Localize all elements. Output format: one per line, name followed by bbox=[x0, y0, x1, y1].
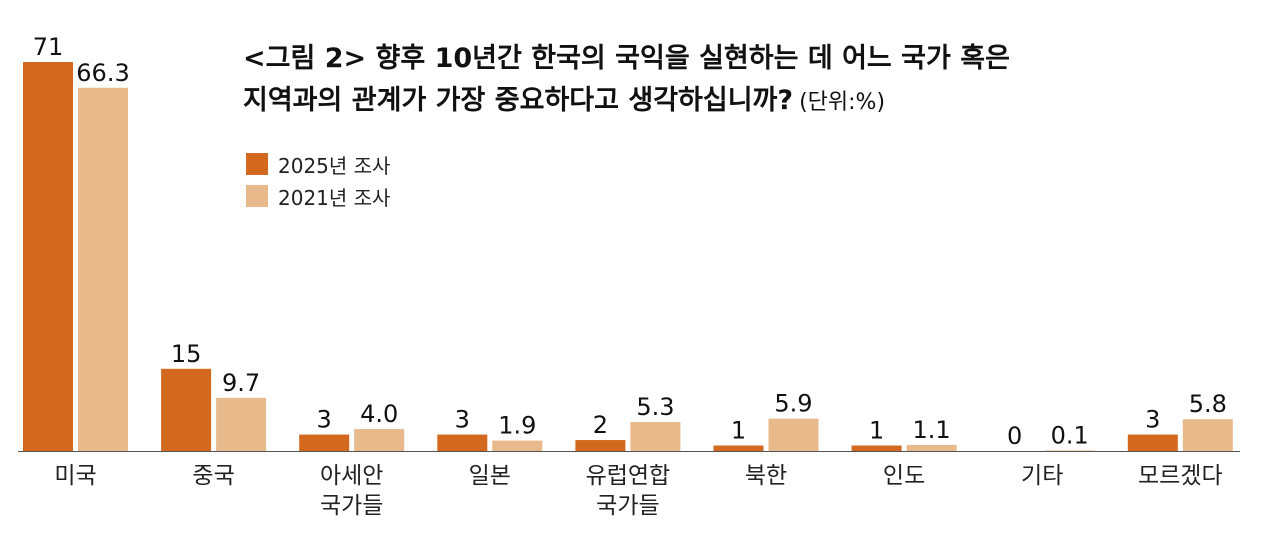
category-label-5: 북한 bbox=[745, 463, 787, 489]
legend-item-2021: 2021년 조사 bbox=[246, 180, 390, 212]
bar-2021-6 bbox=[906, 444, 957, 451]
bar-2025-6 bbox=[851, 445, 902, 451]
category-label-6: 인도 bbox=[883, 463, 925, 489]
data-label-2021-8: 5.8 bbox=[1189, 390, 1227, 418]
chart-title-line2: 지역과의 관계가 가장 중요하다고 생각하십니까? bbox=[243, 85, 794, 116]
data-label-2025-7: 0 bbox=[1007, 422, 1022, 450]
data-label-2021-2: 4.0 bbox=[360, 400, 398, 428]
bar-2025-8 bbox=[1127, 434, 1178, 451]
category-label-8: 모르겠다 bbox=[1138, 463, 1223, 489]
category-label-2: 아세안 bbox=[320, 463, 383, 489]
data-label-2025-2: 3 bbox=[317, 406, 332, 434]
bar-2021-7 bbox=[1044, 450, 1095, 451]
bar-2021-0 bbox=[78, 87, 128, 451]
bar-2025-4 bbox=[575, 440, 626, 451]
chart-title: <그림 2> 향후 10년간 한국의 국익을 실현하는 데 어느 국가 혹은 bbox=[243, 36, 1010, 75]
data-label-2025-6: 1 bbox=[869, 417, 884, 445]
bar-2021-5 bbox=[768, 418, 819, 451]
legend: 2025년 조사 2021년 조사 bbox=[246, 148, 390, 212]
category-label-4-line2: 국가들 bbox=[596, 493, 659, 519]
bar-2021-3 bbox=[492, 440, 543, 451]
chart-title-second-line: 지역과의 관계가 가장 중요하다고 생각하십니까? (단위:%) bbox=[243, 78, 885, 117]
data-label-2025-0: 71 bbox=[33, 33, 64, 61]
bar-2021-1 bbox=[216, 397, 267, 451]
data-label-2025-8: 3 bbox=[1145, 406, 1160, 434]
data-label-2021-5: 5.9 bbox=[774, 390, 812, 418]
data-label-2021-7: 0.1 bbox=[1051, 421, 1089, 449]
data-label-2021-0: 66.3 bbox=[76, 59, 129, 87]
data-label-2021-4: 5.3 bbox=[636, 393, 674, 421]
bar-2025-0 bbox=[23, 62, 73, 451]
bar-2021-4 bbox=[630, 421, 681, 451]
bar-2021-8 bbox=[1182, 419, 1233, 451]
category-label-1: 중국 bbox=[192, 463, 234, 489]
data-label-2021-1: 9.7 bbox=[222, 369, 260, 397]
data-label-2025-5: 1 bbox=[731, 417, 746, 445]
data-label-2025-4: 2 bbox=[593, 411, 608, 439]
data-label-2021-3: 1.9 bbox=[498, 412, 536, 440]
bar-2025-1 bbox=[161, 368, 212, 451]
chart-title-line1: <그림 2> 향후 10년간 한국의 국익을 실현하는 데 어느 국가 혹은 bbox=[243, 43, 1010, 74]
data-label-2025-1: 15 bbox=[171, 340, 202, 368]
category-label-7: 기타 bbox=[1021, 463, 1063, 489]
category-label-4: 유럽연합 bbox=[586, 463, 671, 489]
category-label-2-line2: 국가들 bbox=[320, 493, 383, 519]
bar-2025-3 bbox=[437, 434, 488, 451]
legend-label-2021: 2021년 조사 bbox=[278, 185, 391, 210]
legend-swatch-2021 bbox=[246, 185, 268, 207]
bar-2025-2 bbox=[299, 434, 350, 451]
legend-item-2025: 2025년 조사 bbox=[246, 148, 390, 180]
category-label-3: 일본 bbox=[469, 463, 511, 489]
legend-label-2025: 2025년 조사 bbox=[278, 153, 391, 178]
unit-label: (단위:%) bbox=[799, 90, 886, 115]
data-label-2025-3: 3 bbox=[455, 406, 470, 434]
bar-2021-2 bbox=[354, 429, 405, 451]
bar-2025-5 bbox=[713, 445, 764, 451]
category-label-0: 미국 bbox=[54, 463, 96, 489]
legend-swatch-2025 bbox=[246, 153, 268, 175]
data-label-2021-6: 1.1 bbox=[913, 416, 951, 444]
